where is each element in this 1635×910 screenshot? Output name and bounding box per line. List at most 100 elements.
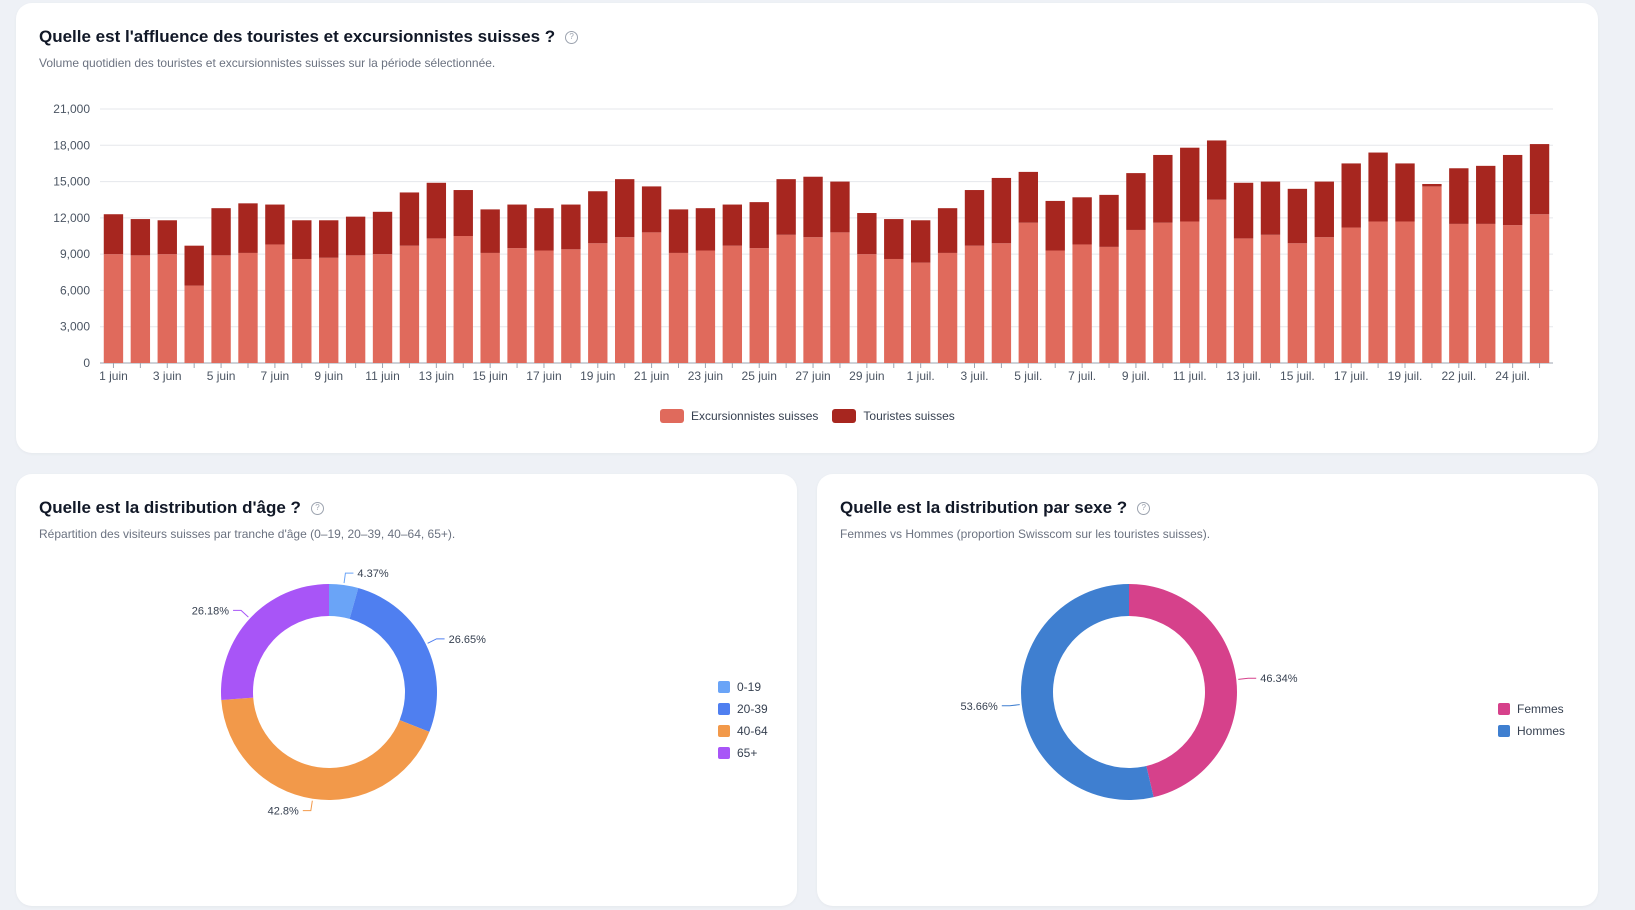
bar-touristes — [372, 211, 393, 255]
bar-excursionnistes — [534, 250, 554, 363]
y-tick-label: 0 — [83, 356, 90, 370]
legend-item-hommes[interactable]: Hommes — [1498, 724, 1565, 738]
bar-excursionnistes — [991, 243, 1012, 363]
x-tick-label: 21 juin — [634, 369, 669, 383]
legend-swatch — [832, 409, 857, 423]
bar-excursionnistes — [211, 255, 231, 363]
leader-line — [1001, 704, 1020, 707]
bar-touristes — [1502, 154, 1523, 226]
legend-label: Hommes — [1517, 724, 1566, 738]
help-icon[interactable]: ? — [565, 30, 579, 44]
age-legend: 0-19 20-39 40-64 65+ — [718, 680, 768, 760]
bar-touristes — [1287, 188, 1308, 244]
bar-excursionnistes — [345, 255, 366, 363]
donut-slice-hommes — [1021, 584, 1154, 800]
y-tick-label: 6,000 — [60, 283, 90, 297]
bar-excursionnistes — [1072, 244, 1092, 363]
x-tick-label: 7 juin — [261, 369, 290, 383]
legend-label: Excursionnistes suisses — [691, 409, 819, 423]
x-tick-label: 15 juin — [472, 369, 507, 383]
donut-slice-0-19 — [329, 584, 359, 619]
x-tick-label: 17 juil. — [1334, 369, 1369, 383]
legend-label: 0-19 — [737, 680, 762, 694]
bar-touristes — [1126, 173, 1146, 230]
legend-label: Touristes suisses — [863, 409, 955, 423]
legend-item-40-64[interactable]: 40-64 — [718, 724, 768, 738]
legend-swatch — [1498, 703, 1510, 715]
slice-label: 42.8% — [268, 806, 299, 818]
tourist-volume-card: Quelle est l'affluence des touristes et … — [16, 3, 1598, 453]
bar-excursionnistes — [1206, 199, 1227, 363]
bar-touristes — [937, 208, 958, 253]
bar-touristes — [1449, 168, 1469, 224]
bar-touristes — [103, 214, 124, 255]
bar-touristes — [1180, 147, 1200, 222]
age-distribution-subtitle: Répartition des visiteurs suisses par tr… — [39, 527, 456, 541]
x-tick-label: 13 juil. — [1226, 369, 1261, 383]
bar-excursionnistes — [1476, 223, 1496, 363]
x-tick-label: 9 juin — [314, 369, 343, 383]
x-tick-label: 1 juin — [99, 369, 128, 383]
bar-excursionnistes — [130, 255, 151, 363]
age-donut-chart: 4.37% 26.65% 42.8% 26.18% — [192, 568, 486, 818]
bar-touristes — [1341, 163, 1361, 228]
legend-item-0-19[interactable]: 0-19 — [718, 680, 768, 694]
slice-label: 26.18% — [192, 605, 230, 617]
bar-touristes — [1314, 181, 1334, 238]
legend-item-femmes[interactable]: Femmes — [1498, 702, 1565, 716]
stacked-bar-chart: 0 3,000 6,000 9,000 12,000 15,000 18,000 21,000… — [53, 102, 1553, 383]
bar-excursionnistes — [103, 254, 124, 363]
x-tick-label: 29 juin — [849, 369, 884, 383]
bar-touristes — [534, 208, 554, 251]
bar-excursionnistes — [480, 252, 500, 363]
bar-touristes — [1153, 154, 1173, 223]
legend-item-touristes[interactable]: Touristes suisses — [832, 409, 955, 423]
leader-line — [302, 800, 313, 812]
bar-excursionnistes — [292, 258, 312, 363]
bar-excursionnistes — [749, 248, 769, 363]
bar-touristes — [668, 209, 689, 253]
tourist-volume-title: Quelle est l'affluence des touristes et … — [39, 27, 556, 46]
x-tick-label: 17 juin — [526, 369, 561, 383]
bar-touristes — [157, 220, 177, 255]
bar-touristes — [588, 191, 608, 244]
slice-label: 4.37% — [357, 568, 388, 580]
bar-touristes — [130, 219, 151, 256]
sex-distribution-title: Quelle est la distribution par sexe ? — [840, 498, 1128, 517]
bar-touristes — [749, 202, 769, 249]
bar-excursionnistes — [641, 232, 662, 363]
x-tick-label: 24 juil. — [1495, 369, 1530, 383]
bar-excursionnistes — [426, 238, 447, 363]
help-icon[interactable]: ? — [310, 501, 324, 515]
legend-label: 40-64 — [737, 724, 768, 738]
legend-label: 65+ — [737, 746, 758, 760]
x-tick-label: 27 juin — [795, 369, 830, 383]
bar-touristes — [507, 204, 527, 249]
legend-item-65+[interactable]: 65+ — [718, 746, 768, 760]
bar-touristes — [1206, 140, 1227, 200]
donut-slice-65+ — [221, 584, 329, 700]
bar-touristes — [453, 190, 473, 236]
help-icon[interactable]: ? — [1137, 501, 1151, 515]
bar-touristes — [480, 209, 500, 253]
bar-excursionnistes — [588, 243, 608, 363]
leader-line — [343, 572, 354, 584]
bar-touristes — [1476, 165, 1496, 224]
bar-excursionnistes — [722, 245, 743, 363]
slice-label: 46.34% — [1260, 673, 1298, 685]
x-tick-label: 19 juil. — [1388, 369, 1423, 383]
bar-touristes — [319, 220, 339, 258]
bar-touristes — [830, 181, 850, 233]
bar-excursionnistes — [884, 258, 904, 363]
legend-item-20-39[interactable]: 20-39 — [718, 702, 768, 716]
bar-excursionnistes — [1126, 229, 1146, 363]
y-tick-label: 12,000 — [53, 211, 90, 225]
bar-excursionnistes — [1233, 238, 1254, 363]
leader-line — [1238, 677, 1257, 680]
legend-item-excursionnistes[interactable]: Excursionnistes suisses — [660, 409, 818, 423]
legend-swatch — [660, 409, 684, 423]
bar-touristes — [991, 177, 1012, 244]
bar-touristes — [964, 190, 985, 246]
bar-excursionnistes — [857, 254, 877, 363]
x-tick-label: 9 juil. — [1122, 369, 1150, 383]
